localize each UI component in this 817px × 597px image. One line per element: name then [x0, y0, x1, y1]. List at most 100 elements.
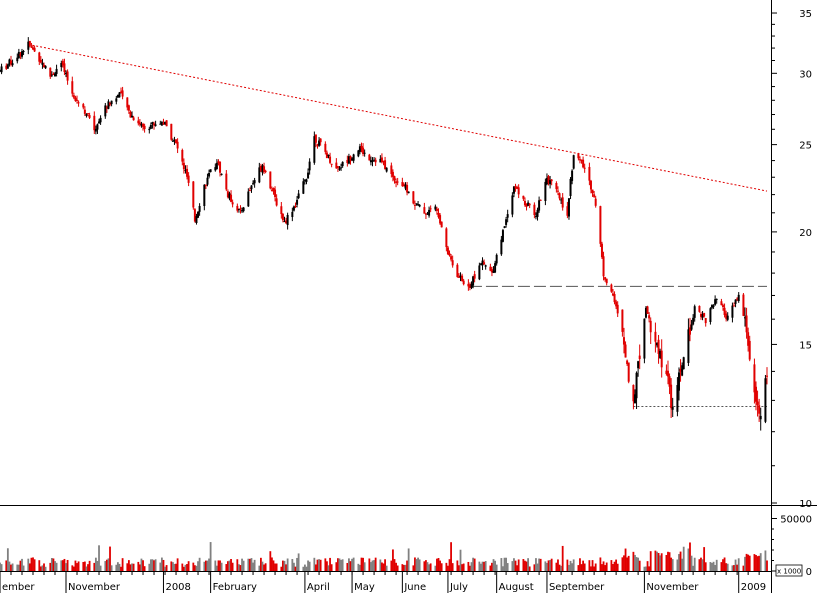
candle-body [655, 342, 658, 346]
candle-body [390, 165, 393, 174]
candle-body [269, 171, 272, 189]
volume-bar [76, 563, 78, 571]
volume-bar [30, 557, 33, 571]
candle-body [52, 73, 55, 75]
candle-body [511, 195, 514, 215]
candle-body [99, 117, 102, 123]
candle-body [632, 384, 635, 402]
candle-body [591, 189, 594, 194]
volume-bar [528, 566, 531, 571]
time-tick-label: April [307, 582, 330, 593]
candle-body [220, 173, 223, 175]
candle-body [137, 120, 140, 124]
candle-body [613, 294, 616, 303]
time-tick-label: September [549, 582, 605, 593]
volume-bar [359, 564, 361, 571]
volume-bar [516, 565, 518, 571]
volume-bar [143, 566, 146, 571]
volume-bar [733, 565, 735, 571]
candle-body [461, 275, 464, 282]
volume-bar [149, 559, 152, 571]
candle-body [341, 161, 344, 167]
candle-body [758, 405, 761, 414]
volume-bar [742, 565, 745, 571]
candle-body [374, 159, 377, 163]
volume-bar [495, 564, 498, 571]
volume-bar [181, 563, 184, 571]
candle-body [22, 51, 25, 53]
candle-body [423, 207, 426, 214]
volume-bar [171, 562, 174, 571]
candle-body [107, 101, 110, 109]
volume-bar [275, 563, 278, 571]
candle-body [679, 368, 682, 372]
candle-body [737, 294, 740, 302]
candle-body [671, 407, 674, 410]
candle-body [41, 62, 44, 65]
candle-body [55, 68, 58, 74]
volume-bar [16, 564, 19, 571]
volume-bar [21, 558, 23, 571]
candle-body [468, 285, 471, 288]
volume-bar [448, 559, 451, 571]
volume-bar [469, 565, 471, 571]
candle-body [404, 184, 407, 189]
volume-bar [252, 562, 254, 571]
volume-bar [351, 558, 353, 571]
candle-body [131, 115, 134, 118]
volume-bar [459, 549, 462, 571]
candle-body [203, 184, 206, 207]
candle-body [198, 206, 201, 212]
candle-body [633, 394, 636, 404]
candle-body [745, 315, 748, 333]
candle-body [76, 99, 79, 101]
volume-bar [226, 561, 229, 571]
candle-body [338, 168, 341, 170]
volume-bar [82, 561, 85, 571]
candle-body [538, 200, 541, 211]
candle-body [615, 301, 618, 307]
volume-bar [557, 559, 559, 571]
volume-bar [230, 558, 232, 571]
volume-bar [0, 562, 1, 571]
volume-bar [357, 563, 360, 571]
volume-bar [49, 562, 52, 571]
volume-bar [681, 558, 684, 571]
volume-bar [304, 564, 306, 571]
candle-body [699, 313, 702, 317]
candle-body [308, 161, 311, 171]
candle-body [38, 52, 41, 62]
candle-body [424, 213, 427, 215]
volume-bar [38, 560, 41, 571]
price-tick-label: 25 [799, 141, 812, 152]
volume-bar [605, 562, 608, 571]
candle-body [330, 163, 333, 165]
volume-bar [417, 557, 419, 571]
candle-body [33, 47, 36, 52]
volume-bar [437, 558, 440, 571]
candle-body [285, 220, 288, 224]
candle-body [698, 305, 701, 312]
volume-bar [249, 558, 251, 571]
candle-body [577, 153, 580, 159]
candle-body [616, 304, 619, 314]
volume-bar [379, 559, 382, 571]
candle-body [723, 307, 726, 315]
candle-body [490, 269, 493, 273]
candle-body [594, 198, 597, 206]
candle-body [242, 207, 245, 212]
volume-bar [50, 558, 53, 571]
candle-body [184, 169, 187, 171]
candle-body [501, 230, 504, 242]
candle-body [21, 51, 24, 57]
volume-bar [602, 561, 605, 571]
candle-body [225, 173, 228, 190]
volume-bar [693, 557, 696, 571]
volume-bar [748, 555, 751, 571]
volume-bar [627, 555, 630, 571]
volume-bar [105, 559, 108, 571]
volume-bar [74, 560, 77, 571]
volume-bar [228, 560, 231, 571]
time-tick-label: February [213, 582, 257, 593]
volume-bar [291, 559, 294, 571]
